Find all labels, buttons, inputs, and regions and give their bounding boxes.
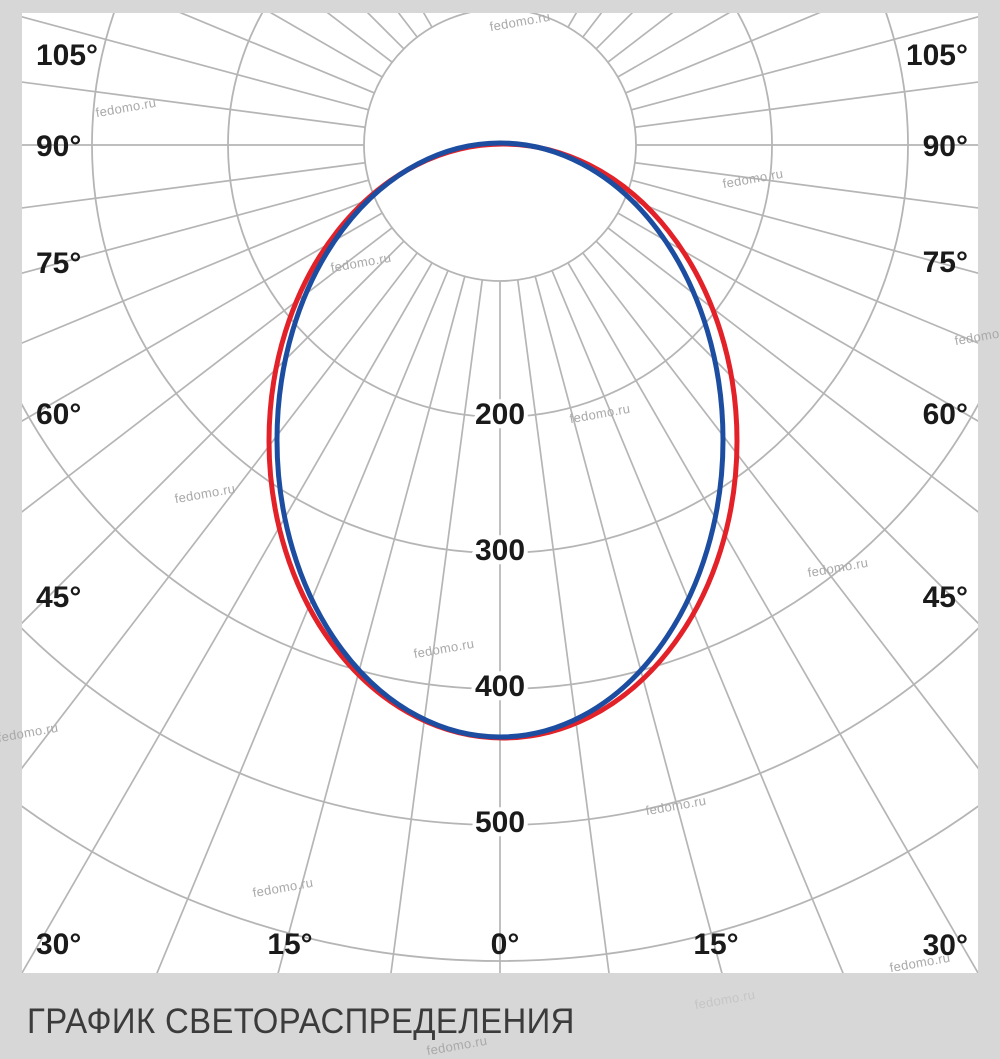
grid-spoke--37.5deg <box>22 252 418 770</box>
grid-spoke-60deg <box>617 212 978 422</box>
ring-label-500: 500 <box>475 806 525 839</box>
grid-spoke-7.5deg <box>516 279 610 973</box>
angle-label: 60° <box>923 398 968 431</box>
angle-label: 90° <box>923 130 968 163</box>
ring-label-400: 400 <box>475 670 525 703</box>
grid-spoke-52.5deg <box>607 227 978 513</box>
grid-spoke-82.5deg <box>634 161 978 209</box>
angle-label: 30° <box>36 928 81 961</box>
angle-label: 45° <box>923 581 968 614</box>
angle-label: 105° <box>36 39 98 72</box>
grid-spoke--15deg <box>277 276 466 973</box>
grid-spoke-37.5deg <box>582 252 978 770</box>
grid-spoke-67.5deg <box>625 196 978 344</box>
grid-spoke--45deg <box>22 240 405 625</box>
grid-spoke--22.5deg <box>156 270 449 973</box>
grid-spoke-30deg <box>567 262 978 973</box>
angle-label: 15° <box>693 928 738 961</box>
grid-spoke--105deg <box>22 16 369 111</box>
grid-spoke--67.5deg <box>22 196 375 344</box>
angle-label: 15° <box>267 928 312 961</box>
page-title: ГРАФИК СВЕТОРАСПРЕДЕЛЕНИЯ <box>27 1002 575 1041</box>
angle-label: 105° <box>906 39 968 72</box>
angle-label: 45° <box>36 581 81 614</box>
grid-spoke--75deg <box>22 179 369 274</box>
grid-spoke-22.5deg <box>551 270 844 973</box>
grid-spoke-15deg <box>534 276 723 973</box>
grid-spoke-97.5deg <box>634 81 978 129</box>
grid-spoke--60deg <box>22 212 383 422</box>
grid-spoke-75deg <box>631 179 978 274</box>
angle-label: 30° <box>923 929 968 962</box>
angle-label: 90° <box>36 130 81 163</box>
angle-label: 0° <box>491 928 520 961</box>
angle-label: 75° <box>923 246 968 279</box>
angle-label: 75° <box>36 247 81 280</box>
grid-spoke--82.5deg <box>22 161 366 209</box>
grid-spoke-105deg <box>631 16 978 111</box>
grid-spoke--52.5deg <box>22 227 393 513</box>
ring-label-300: 300 <box>475 534 525 567</box>
angle-label: 60° <box>36 398 81 431</box>
grid-spoke--7.5deg <box>390 279 484 973</box>
grid-spoke--30deg <box>22 262 433 973</box>
grid-spoke--97.5deg <box>22 81 366 129</box>
grid-spoke-45deg <box>595 240 978 625</box>
curve-blue <box>274 140 726 740</box>
ring-label-200: 200 <box>475 398 525 431</box>
